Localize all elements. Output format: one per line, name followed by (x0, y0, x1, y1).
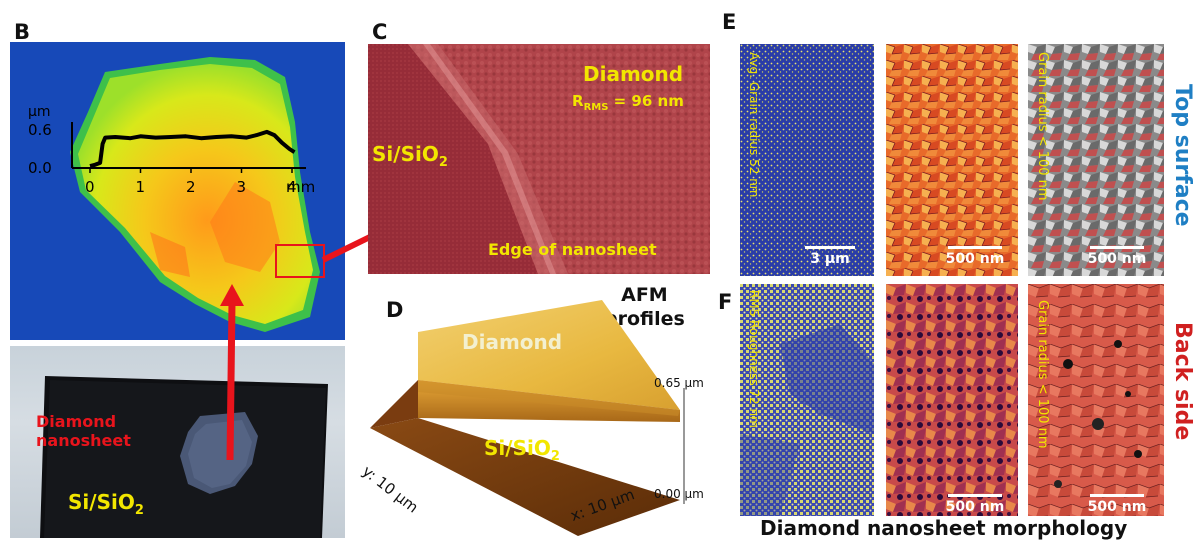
panel-c-afm-image (368, 44, 710, 274)
top-surface-label: Top surface (1170, 84, 1195, 227)
panel-d-diamond-label: Diamond (462, 330, 563, 354)
profile-x-tick: 1 (136, 178, 146, 196)
e-tile1-graphic (740, 44, 874, 276)
afm-profiles-label: AFM profiles (604, 283, 685, 331)
afm-label-line1: AFM (621, 284, 668, 306)
panel-d-3d-surface (366, 290, 722, 538)
panel-c-rms: RRMS = 96 nm (572, 92, 684, 113)
e-tile3-scalebar: 500 nm (1082, 246, 1152, 267)
profile-x-tick: 4 (287, 178, 297, 196)
d-substrate-main: Si/SiO (484, 436, 551, 460)
z-top-tick: 0.65 μm (654, 376, 704, 390)
profile-axes (71, 122, 306, 169)
profile-x-unit: mm (286, 178, 315, 196)
rms-sub: RMS (583, 102, 609, 113)
arrow-a-to-b-head (220, 284, 244, 306)
panel-c-substrate-label: Si/SiO2 (372, 142, 448, 170)
back-side-label: Back side (1170, 322, 1195, 441)
height-profile-chart: 0 1 2 3 4 0.6 0.0 μm mm (28, 104, 315, 196)
arrow-a-to-b (226, 301, 236, 461)
f-tile-back-afm (886, 284, 1018, 516)
panel-label-e: E (722, 10, 737, 34)
color-map-graphic (10, 42, 345, 340)
panel-label-d: D (386, 298, 404, 322)
afm-label-line2: profiles (604, 308, 685, 330)
f-tile2-graphic (886, 284, 1018, 516)
afm-3d-graphic (370, 300, 685, 536)
f-tile3-scalebar-line (1090, 494, 1144, 497)
e-tile1-scale-text: 3 μm (810, 251, 850, 267)
f-tile3-graphic (1028, 284, 1164, 516)
f-tile1-text: RMS Roughness 72 nm (747, 290, 761, 428)
e-tile2-scalebar-line (948, 246, 1002, 249)
e-tile3-scale-text: 500 nm (1087, 251, 1147, 267)
e-tile-grain-map (740, 44, 874, 276)
wafer-photo-graphic (40, 376, 328, 538)
e-tile2-scale-text: 500 nm (945, 251, 1005, 267)
rms-prefix: R (572, 92, 584, 110)
e-tile2-scalebar: 500 nm (940, 246, 1010, 267)
c-substrate-sub: 2 (438, 155, 448, 170)
panel-a-photo (10, 346, 345, 538)
z-bottom-tick: 0.00 μm (654, 487, 704, 501)
panel-b-color-map (10, 42, 345, 340)
d-substrate-sub: 2 (550, 449, 560, 464)
profile-x-tick: 3 (237, 178, 247, 196)
e-tile-grain-overlay (1028, 44, 1164, 276)
panel-a-substrate-label: Si/SiO2 (68, 490, 144, 518)
f-tile2-scale-text: 500 nm (945, 499, 1005, 515)
e-tile1-text: Avg. Grain radius 52 nm (747, 52, 761, 198)
f-tile-grain-overlay (1028, 284, 1164, 516)
profile-curve (89, 129, 296, 169)
substrate-sub: 2 (134, 503, 144, 518)
e-tile-top-afm (886, 44, 1018, 276)
profile-x-tick: 0 (85, 178, 95, 196)
e-tile3-graphic (1028, 44, 1164, 276)
c-substrate-main: Si/SiO (372, 142, 439, 166)
f-tile3-scalebar: 500 nm (1082, 494, 1152, 515)
panel-label-f: F (718, 290, 733, 314)
diamond-label-line1: Diamond (36, 412, 117, 431)
profile-y-unit: μm (28, 104, 51, 120)
f-tile3-scale-text: 500 nm (1087, 499, 1147, 515)
e-tile1-scalebar: 3 μm (800, 246, 860, 267)
e-tile2-graphic (886, 44, 1018, 276)
panel-label-c: C (372, 20, 388, 44)
profile-y-tick: 0.0 (28, 159, 52, 177)
e-tile3-scalebar-line (1090, 246, 1144, 249)
profile-y-tick: 0.6 (28, 121, 52, 139)
panel-label-b: B (14, 20, 31, 44)
panel-c-title: Diamond (583, 62, 684, 86)
e-tile1-scalebar-line (805, 246, 855, 249)
e-tile3-text: Grain radius < 100 nm (1035, 52, 1050, 201)
panel-d-substrate-label: Si/SiO2 (484, 436, 560, 464)
f-tile-roughness-map (740, 284, 874, 516)
f-tile2-scalebar: 500 nm (940, 494, 1010, 515)
f-tile2-scalebar-line (948, 494, 1002, 497)
rms-value: = 96 nm (608, 92, 684, 110)
diamond-label-line2: nanosheet (36, 431, 131, 450)
afm-edge-graphic (368, 44, 710, 274)
f-tile1-graphic (740, 284, 874, 516)
substrate-main: Si/SiO (68, 490, 135, 514)
diamond-nanosheet-label: Diamond nanosheet (36, 412, 131, 450)
panel-c-edge-label: Edge of nanosheet (488, 240, 657, 259)
profile-x-tick: 2 (186, 178, 196, 196)
f-tile3-text: Grain radius < 100 nm (1035, 300, 1050, 449)
figure-caption: Diamond nanosheet morphology (760, 516, 1128, 540)
